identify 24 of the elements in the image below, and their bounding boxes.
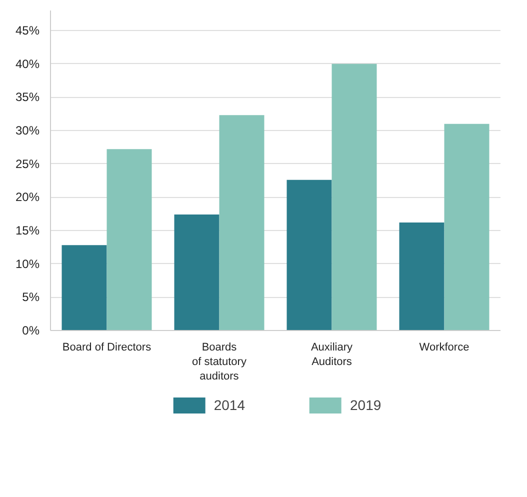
y-tick-label: 30% — [15, 124, 40, 138]
x-tick-label: Workforce — [419, 342, 470, 354]
x-tick-label: Boards of statutory auditors — [192, 342, 247, 382]
bar — [62, 245, 107, 330]
bar — [106, 149, 152, 330]
bar — [174, 214, 220, 330]
bar — [332, 64, 377, 330]
y-tick-label: 15% — [15, 224, 40, 238]
y-tick-label: 45% — [15, 24, 40, 38]
x-tick-label: Auxiliary Auditors — [310, 342, 354, 368]
y-tick-label: 20% — [15, 190, 40, 204]
bar — [444, 124, 490, 330]
y-tick-label: 0% — [22, 324, 40, 338]
y-tick-label: 25% — [15, 156, 40, 171]
y-tick-label: 5% — [22, 290, 40, 304]
legend-label: 2019 — [350, 397, 382, 413]
x-tick-label: Board of Directors — [62, 342, 152, 354]
y-tick-label: 40% — [15, 56, 40, 71]
y-tick-label: 10% — [15, 256, 40, 271]
bar — [399, 222, 444, 330]
bar — [286, 180, 332, 330]
legend-label: 2014 — [214, 397, 245, 413]
y-tick-label: 35% — [15, 90, 40, 104]
bar — [219, 115, 264, 330]
